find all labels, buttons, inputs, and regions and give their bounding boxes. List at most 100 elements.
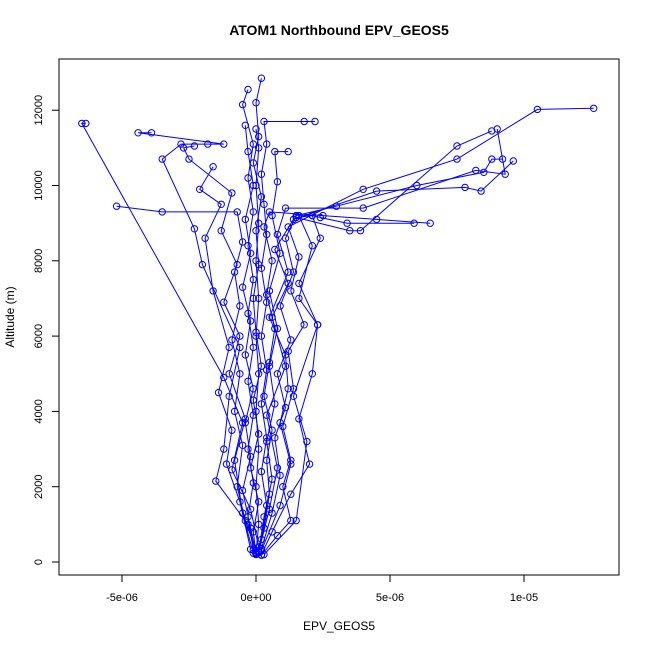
y-axis: 0 2000 4000 6000 8000 10000 12000	[33, 95, 60, 565]
data-point	[158, 155, 166, 163]
data-point	[252, 125, 260, 133]
data-point	[257, 74, 266, 82]
data-point	[255, 520, 263, 529]
y-tick-label: 4000	[33, 399, 45, 423]
series-line-15	[242, 125, 257, 555]
series-line-8	[255, 121, 315, 553]
data-point	[236, 332, 244, 340]
data-point	[257, 467, 266, 476]
data-point	[255, 445, 263, 453]
data-point	[249, 208, 258, 216]
data-point	[279, 483, 287, 491]
data-point	[246, 249, 255, 258]
data-point	[190, 225, 199, 233]
data-point	[204, 140, 212, 148]
data-point	[230, 268, 239, 276]
data-point	[263, 230, 271, 239]
data-point	[241, 351, 250, 359]
data-point	[308, 370, 316, 378]
data-point	[228, 336, 236, 344]
data-point	[230, 456, 239, 464]
data-point	[287, 460, 295, 468]
data-point	[246, 545, 255, 553]
x-tick-label: 1e-05	[510, 592, 538, 604]
y-tick-label: 8000	[33, 249, 45, 273]
data-point	[356, 227, 365, 235]
data-point	[295, 294, 303, 303]
data-point	[303, 437, 311, 446]
data-point	[300, 117, 308, 126]
y-tick-label: 12000	[33, 95, 45, 126]
data-point	[246, 505, 255, 513]
data-point	[246, 317, 255, 325]
data-point	[236, 302, 244, 310]
data-point	[238, 100, 247, 109]
data-point	[238, 283, 247, 291]
x-tick-label: 0e+00	[241, 592, 272, 604]
data-point	[287, 490, 295, 498]
y-axis-label: Altitude (m)	[3, 286, 17, 347]
data-point	[295, 415, 303, 423]
data-point	[311, 117, 319, 126]
series-line-11	[255, 128, 260, 554]
data-point	[509, 157, 517, 165]
data-point	[198, 260, 207, 269]
data-point	[241, 419, 250, 427]
data-point	[233, 208, 241, 216]
data-point	[255, 219, 263, 227]
data-point	[260, 513, 268, 521]
data-point	[501, 170, 509, 178]
data-point	[252, 332, 260, 340]
data-point	[257, 332, 266, 340]
data-point	[265, 313, 274, 321]
data-point	[222, 460, 231, 468]
plot-frame	[58, 58, 620, 576]
data-point	[82, 119, 90, 128]
data-point	[220, 298, 228, 306]
data-point	[241, 121, 250, 130]
data-point	[220, 445, 228, 453]
data-point	[281, 362, 290, 370]
data-point	[295, 211, 303, 220]
data-point	[228, 426, 236, 434]
data-point	[268, 475, 276, 483]
data-point	[225, 370, 233, 378]
data-point	[359, 185, 367, 194]
data-point	[220, 140, 228, 148]
data-point	[212, 477, 220, 485]
data-point	[260, 200, 268, 209]
data-point	[236, 370, 244, 378]
data-point	[236, 498, 244, 506]
data-point	[209, 287, 217, 295]
data-point	[246, 524, 255, 532]
data-point	[244, 445, 252, 453]
data-point	[252, 483, 260, 491]
data-point	[179, 144, 188, 152]
series-line-16	[258, 151, 289, 552]
data-point	[284, 385, 292, 393]
data-point	[257, 400, 266, 408]
data-point	[287, 287, 295, 295]
data-point	[257, 264, 266, 272]
plot-area	[78, 74, 598, 559]
data-point	[271, 245, 279, 254]
data-point	[265, 505, 274, 513]
data-point	[276, 302, 284, 310]
data-point	[289, 215, 298, 224]
data-point	[244, 147, 252, 156]
data-point	[244, 85, 252, 94]
data-point	[185, 155, 193, 163]
data-point	[372, 187, 381, 195]
data-point	[276, 249, 284, 258]
data-point	[271, 400, 279, 408]
data-point	[287, 336, 295, 344]
data-point	[300, 321, 308, 329]
series-line-10	[263, 130, 492, 555]
data-point	[257, 551, 266, 559]
data-point	[273, 531, 282, 540]
data-point	[158, 208, 166, 216]
y-tick-label: 2000	[33, 474, 45, 498]
data-point	[289, 268, 298, 276]
series-line-6	[80, 122, 260, 548]
